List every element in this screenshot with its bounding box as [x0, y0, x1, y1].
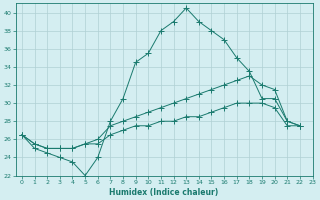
X-axis label: Humidex (Indice chaleur): Humidex (Indice chaleur) — [109, 188, 219, 197]
